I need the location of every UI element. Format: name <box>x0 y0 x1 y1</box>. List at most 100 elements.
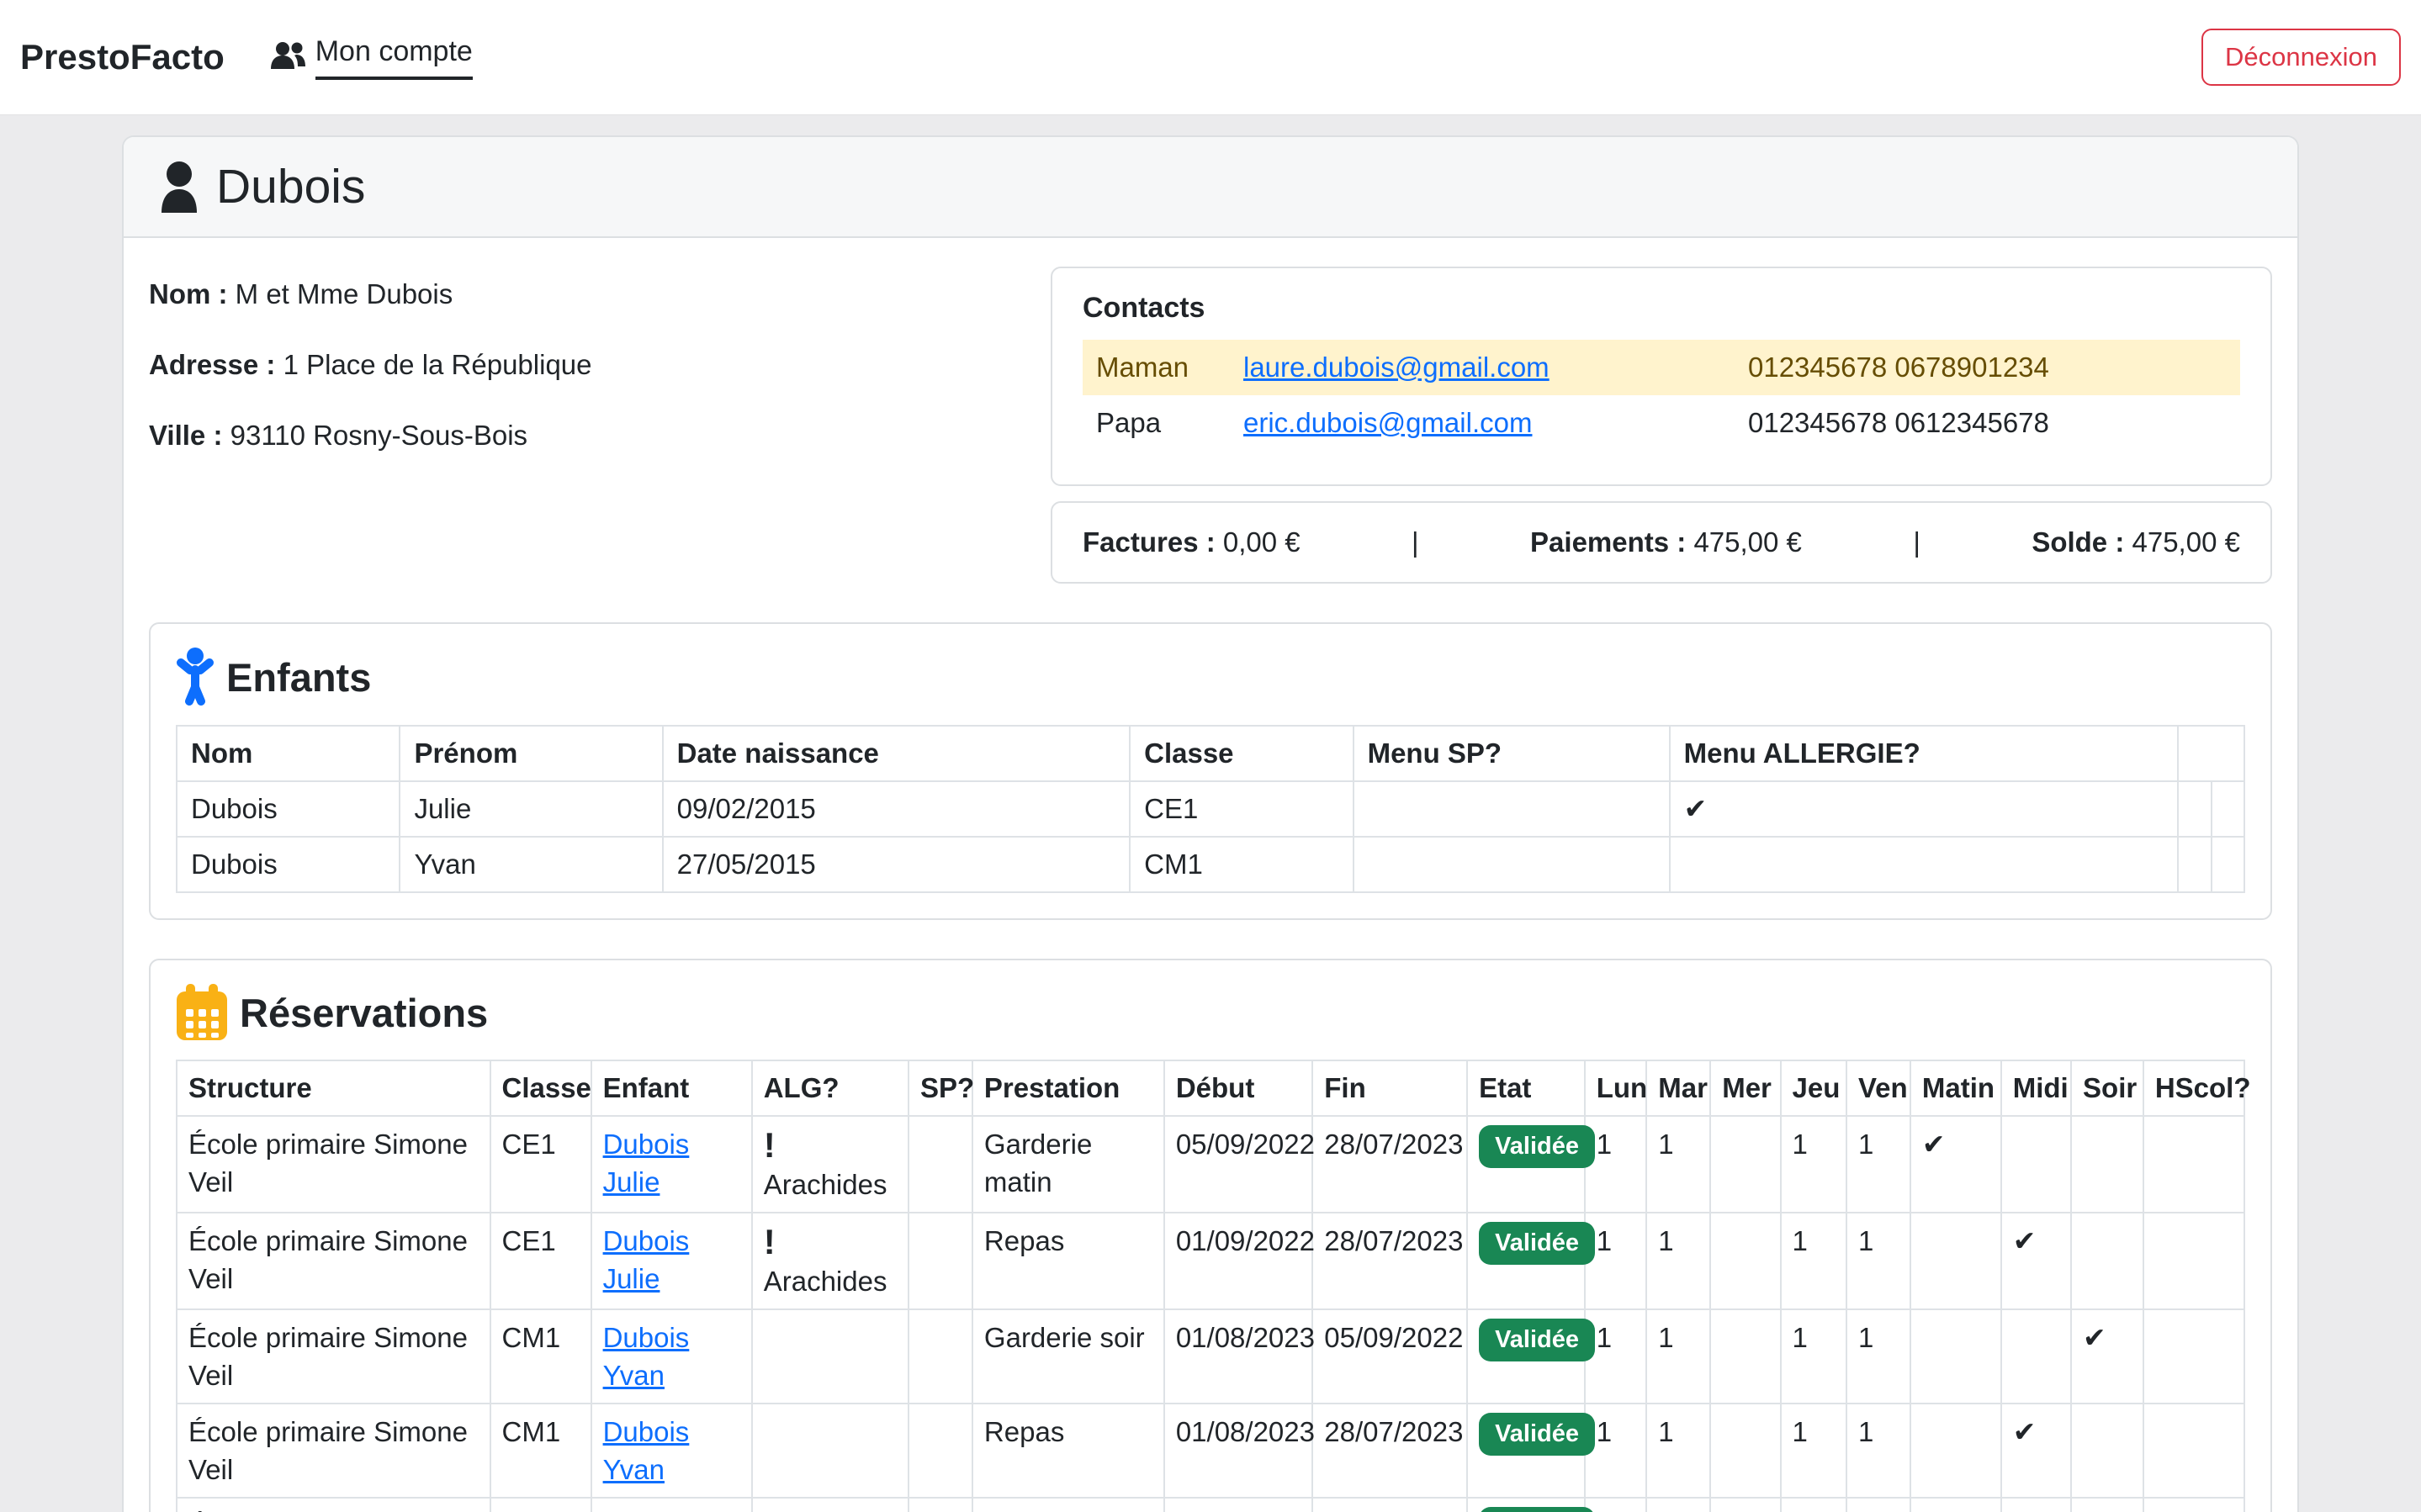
cell-sp <box>907 1115 973 1213</box>
cell-jeu: 1 <box>1779 1115 1847 1213</box>
family-card-body: Nom : M et Mme Dubois Adresse : 1 Place … <box>124 238 2297 1512</box>
field-adresse: Adresse : 1 Place de la République <box>149 349 1051 381</box>
cell-classe: CM1 <box>489 1497 592 1512</box>
field-ville-label: Ville : <box>149 420 223 451</box>
cell-debut: 01/08/2023 <box>1163 1497 1315 1512</box>
enfant-link[interactable]: Dubois Yvan <box>602 1322 690 1391</box>
paiements-total: Paiements : 475,00 € <box>1530 526 1802 558</box>
cell-mer <box>1709 1115 1782 1213</box>
contact-email-link[interactable]: eric.dubois@gmail.com <box>1243 407 1533 438</box>
cell-sp <box>907 1308 973 1404</box>
check-icon <box>2070 1403 2144 1499</box>
cell-alg: ! Arachides <box>750 1115 909 1213</box>
col-matin: Matin <box>1909 1060 2002 1117</box>
users-icon <box>270 41 305 69</box>
check-icon: ✔ <box>1668 780 2180 838</box>
cell-classe: CM1 <box>489 1308 592 1404</box>
logout-button[interactable]: Déconnexion <box>2201 29 2401 86</box>
cell-prestation: Garderie soir <box>971 1308 1165 1404</box>
cell-classe: CE1 <box>1129 780 1354 838</box>
col-jeu: Jeu <box>1779 1060 1847 1117</box>
cell-sp <box>907 1212 973 1310</box>
check-icon <box>2000 1308 2073 1404</box>
enfant-link[interactable]: Dubois Julie <box>602 1225 690 1294</box>
account-link[interactable]: Mon compte <box>268 35 473 80</box>
cell-alg: ! Arachides <box>750 1212 909 1310</box>
col-etat: Etat <box>1466 1060 1586 1117</box>
check-icon <box>2142 1115 2246 1213</box>
page-content: Dubois Nom : M et Mme Dubois Adresse : 1… <box>0 115 2421 1512</box>
col-alg: ALG? <box>750 1060 909 1117</box>
balance-card: Factures : 0,00 € | Paiements : 475,00 €… <box>1051 501 2272 584</box>
col-prenom: Prénom <box>399 725 664 782</box>
cell-nom: Dubois <box>175 780 401 838</box>
cell-fin: 05/09/2022 <box>1311 1497 1469 1512</box>
cell-debut: 01/08/2023 <box>1163 1403 1315 1499</box>
cell-mar: 1 <box>1645 1497 1712 1512</box>
cell-action-a <box>2177 836 2212 893</box>
children-header-row: Nom Prénom Date naissance Classe Menu SP… <box>175 725 2245 782</box>
cell-mar: 1 <box>1645 1115 1712 1213</box>
check-icon: ✔ <box>2070 1308 2144 1404</box>
col-menu-allergie: Menu ALLERGIE? <box>1668 725 2180 782</box>
cell-ven: 1 <box>1845 1115 1911 1213</box>
balance-separator: | <box>1913 526 1920 558</box>
enfant-link[interactable]: Dubois Yvan <box>602 1416 690 1485</box>
check-icon <box>2142 1403 2246 1499</box>
enfant-link[interactable]: Dubois Julie <box>602 1129 690 1197</box>
col-soir: Soir <box>2070 1060 2144 1117</box>
enfant-link[interactable]: Dubois Yvan <box>603 1507 713 1512</box>
cell-sp <box>907 1403 973 1499</box>
cell-mar: 1 <box>1645 1403 1712 1499</box>
cell-action-b <box>2210 836 2246 893</box>
col-midi: Midi <box>2000 1060 2073 1117</box>
col-sp: SP? <box>907 1060 974 1117</box>
top-navbar: PrestoFacto Mon compte Déconnexion <box>0 0 2421 115</box>
child-icon <box>177 648 214 706</box>
col-lun: Lun <box>1583 1060 1648 1117</box>
check-icon <box>2070 1115 2144 1213</box>
cell-structure: École primaire Simone Veil <box>176 1308 491 1404</box>
balance-separator: | <box>1412 526 1419 558</box>
solde-value: 475,00 € <box>2132 526 2240 558</box>
contact-email-link[interactable]: laure.dubois@gmail.com <box>1243 352 1550 383</box>
cell-mer <box>1709 1212 1782 1310</box>
col-menu-sp: Menu SP? <box>1352 725 1671 782</box>
cell-fin: 05/09/2022 <box>1311 1308 1469 1404</box>
cell-structure: École primaire Simone Veil <box>176 1497 491 1512</box>
reservation-row: École primaire Simone Veil CE1 Dubois Ju… <box>176 1212 2246 1310</box>
field-adresse-value: 1 Place de la République <box>283 349 592 380</box>
check-icon <box>2070 1497 2144 1512</box>
check-icon: ✔ <box>2000 1212 2073 1310</box>
cell-fin: 28/07/2023 <box>1311 1403 1469 1499</box>
contacts-table: Maman laure.dubois@gmail.com 012345678 0… <box>1083 340 2240 451</box>
check-icon <box>1909 1308 2002 1404</box>
cell-jeu: 1 <box>1779 1403 1847 1499</box>
children-section-title: Enfants <box>176 648 2245 706</box>
solde-label: Solde : <box>2032 526 2125 558</box>
cell-classe: CM1 <box>489 1403 592 1499</box>
cell-prestation: Garderie matin <box>971 1115 1165 1213</box>
cell-lun: 1 <box>1583 1497 1648 1512</box>
check-icon <box>2070 1212 2144 1310</box>
cell-naissance: 27/05/2015 <box>661 836 1131 893</box>
check-icon <box>2000 1115 2073 1213</box>
contact-row: Papa eric.dubois@gmail.com 012345678 061… <box>1083 395 2240 451</box>
factures-total: Factures : 0,00 € <box>1083 526 1301 558</box>
cell-ven: 1 <box>1845 1212 1911 1310</box>
cell-etat: Validée <box>1466 1308 1596 1404</box>
check-icon <box>2000 1497 2073 1512</box>
child-row: Dubois Julie 09/02/2015 CE1 ✔ <box>175 780 2246 838</box>
app-brand: PrestoFacto <box>20 37 225 77</box>
col-prestation: Prestation <box>971 1060 1165 1117</box>
cell-menu-sp <box>1352 836 1671 893</box>
col-structure: Structure <box>176 1060 491 1117</box>
cell-prestation: Repas <box>971 1403 1165 1499</box>
family-card-header: Dubois <box>124 137 2297 238</box>
cell-debut: 01/08/2023 <box>1163 1308 1315 1404</box>
reservation-row: École primaire Simone Veil CM1 Dubois Yv… <box>176 1308 2246 1404</box>
contact-relation: Maman <box>1083 340 1230 395</box>
status-badge: Validée <box>1479 1413 1596 1456</box>
status-badge: Validée <box>1479 1507 1596 1512</box>
status-badge: Validée <box>1479 1125 1596 1168</box>
